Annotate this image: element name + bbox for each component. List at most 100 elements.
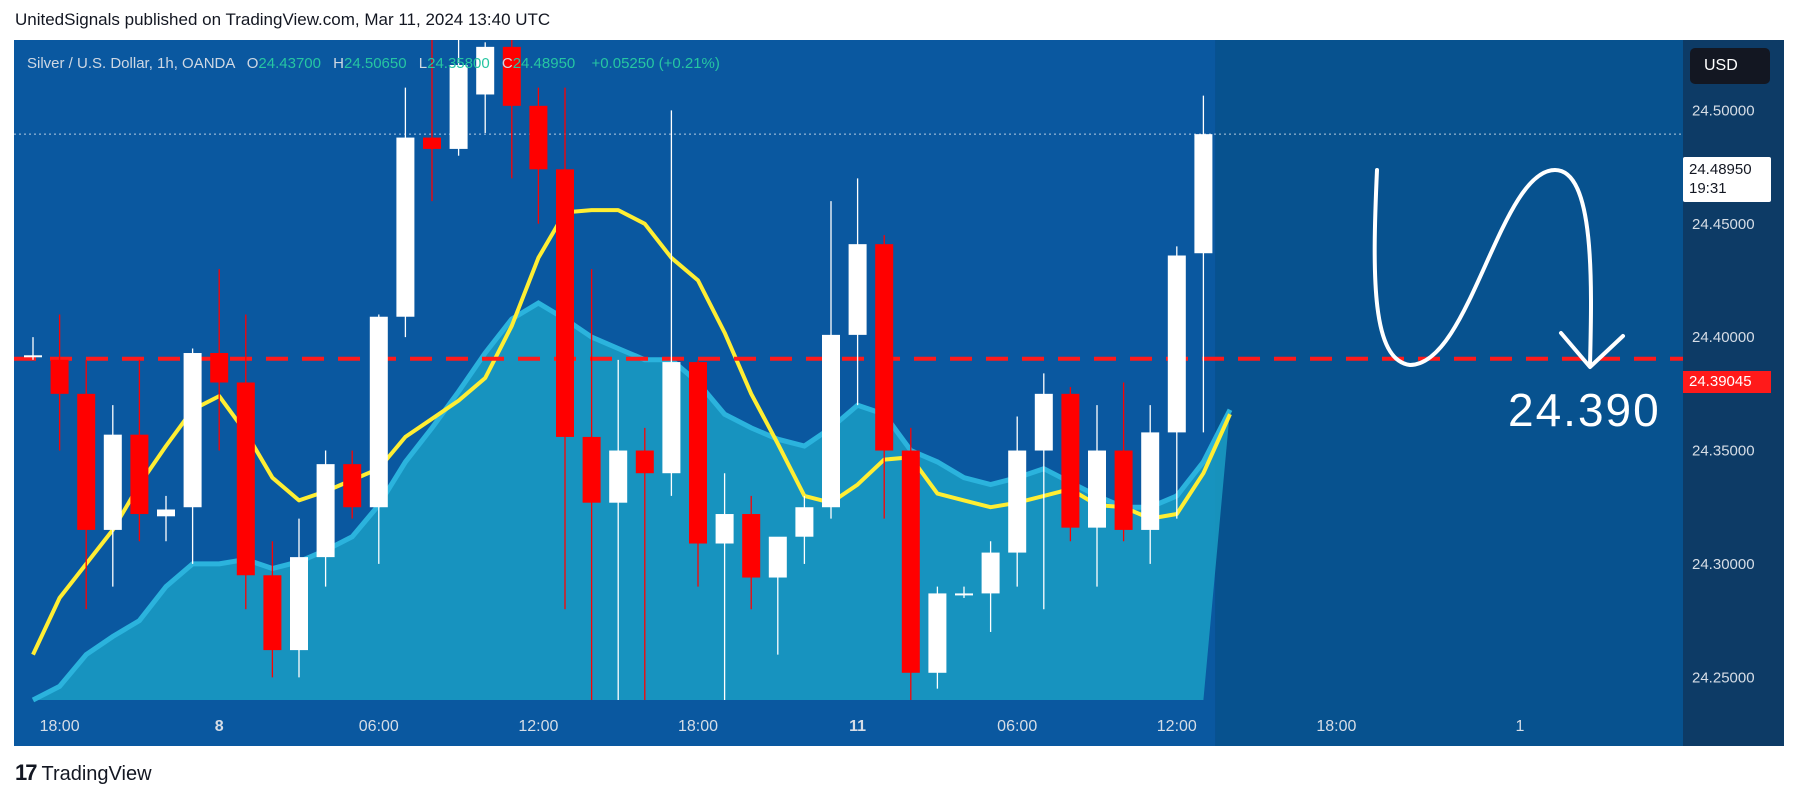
price-tick-label: 24.40000 [1692, 329, 1755, 346]
candle-body [689, 362, 707, 544]
candle-body [1167, 255, 1186, 433]
candle-body [290, 557, 308, 651]
close-label: C [501, 55, 513, 72]
currency-button[interactable]: USD [1690, 48, 1770, 84]
candle-body [928, 593, 947, 673]
candle-body [635, 450, 654, 474]
projection-curve[interactable] [1372, 167, 1593, 368]
candle-body [157, 509, 175, 517]
candle [556, 87, 574, 610]
open-label: O [246, 55, 259, 72]
time-tick-label: 06:00 [997, 718, 1037, 735]
level-price-tag: 24.39045 [1683, 371, 1771, 393]
candle-body [183, 353, 202, 508]
open-value: 24.43700 [258, 55, 321, 72]
ma-layer [31, 208, 1232, 656]
candle [529, 87, 548, 224]
time-tick-label: 1 [1516, 718, 1525, 735]
footer-brand[interactable]: 17 TradingView [15, 760, 152, 786]
candle [1034, 373, 1053, 610]
price-tick-label: 24.50000 [1692, 102, 1755, 119]
candle-body [1141, 432, 1160, 530]
last-price-value: 24.48950 [1689, 161, 1752, 178]
close-value: 24.48950 [512, 55, 576, 72]
drawing-layer: 24.390 [1372, 167, 1661, 436]
candle-body [822, 334, 840, 508]
candle-body [768, 536, 787, 578]
time-tick-label: 12:00 [1157, 718, 1197, 735]
candle-body [901, 450, 920, 673]
price-tick-label: 24.35000 [1692, 443, 1755, 460]
candle-layer [24, 40, 1213, 700]
candle-body [103, 434, 122, 530]
candle [875, 235, 894, 519]
candle [24, 337, 42, 360]
future-region [1215, 40, 1683, 746]
candle [1061, 387, 1080, 542]
candle-body [662, 362, 681, 474]
projection-arrowhead[interactable] [1559, 331, 1625, 369]
candle-body [875, 244, 894, 451]
candle [1141, 405, 1160, 564]
candle-body [476, 46, 495, 95]
time-tick-label: 8 [215, 718, 224, 735]
candle [236, 314, 255, 610]
candle-body [795, 507, 814, 537]
low-value: 24.35800 [427, 55, 490, 72]
candle [476, 42, 495, 134]
ohlc-legend[interactable]: Silver / U.S. Dollar, 1h, OANDA O24.4370… [27, 55, 720, 72]
candle-body [1088, 450, 1106, 528]
time-tick-label: 18:00 [1316, 718, 1356, 735]
candle [1008, 416, 1027, 587]
candle-body [715, 514, 734, 544]
candle [1114, 382, 1133, 542]
candle [50, 314, 69, 451]
candle-body [529, 105, 548, 170]
candle [423, 40, 441, 202]
candle-body [1061, 393, 1080, 528]
candle [848, 178, 867, 406]
high-value: 24.50650 [344, 55, 407, 72]
candle-body [210, 353, 229, 383]
candle [822, 201, 840, 519]
candle [157, 495, 175, 542]
candle [689, 359, 707, 587]
price-tick-label: 24.45000 [1692, 216, 1755, 233]
candle [343, 450, 362, 519]
candle-body [449, 65, 468, 149]
level-layer [14, 133, 1683, 361]
time-tick-label: 11 [849, 718, 866, 735]
price-tick-label: 24.30000 [1692, 556, 1755, 573]
candle-body [50, 359, 69, 394]
candle [609, 359, 628, 700]
candle [715, 473, 734, 700]
tradingview-logo-icon: 17 [15, 760, 38, 785]
level-annotation: 24.390 [1508, 384, 1661, 436]
time-tick-label: 12:00 [518, 718, 558, 735]
candle [795, 495, 814, 564]
candle-body [981, 552, 1000, 594]
axis-layer: 24.50000 24.45000 24.40000 24.35000 24.30000… [40, 102, 1755, 735]
publisher-line: UnitedSignals published on TradingView.c… [15, 10, 551, 29]
candle [1088, 405, 1106, 587]
candle-body [263, 575, 282, 651]
candle [103, 405, 122, 587]
candle-body [848, 244, 867, 335]
candle [183, 348, 202, 564]
candle [210, 269, 229, 451]
brand-name: TradingView [41, 763, 152, 785]
candle [1167, 246, 1186, 519]
area-outline [31, 300, 1233, 703]
candle [396, 87, 415, 338]
candle [955, 586, 973, 598]
candle-body [502, 46, 521, 106]
candle-body [130, 434, 149, 515]
low-label: L [418, 55, 428, 72]
candle-body [77, 393, 96, 530]
time-tick-label: 06:00 [359, 718, 399, 735]
candle-body [609, 450, 628, 503]
candle [635, 427, 654, 700]
candle [742, 495, 761, 610]
price-tick-label: 24.25000 [1692, 669, 1755, 686]
